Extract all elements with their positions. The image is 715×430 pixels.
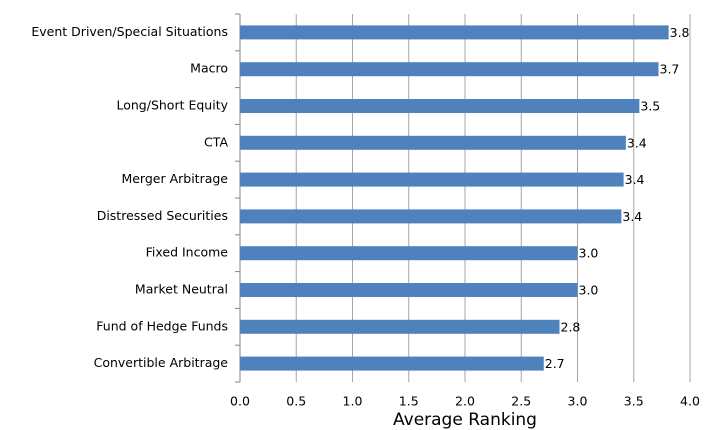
bar: [240, 25, 669, 40]
bar: [240, 283, 578, 297]
x-tick-label: 0.0: [230, 394, 250, 409]
bar: [240, 209, 622, 224]
x-tick-label: 0.5: [286, 394, 306, 409]
y-tick-label: Market Neutral: [135, 282, 228, 297]
bar: [240, 135, 626, 150]
data-label: 2.7: [545, 356, 565, 371]
y-tick-label: Fund of Hedge Funds: [96, 318, 228, 333]
data-label: 3.7: [660, 62, 680, 77]
bar: [240, 62, 659, 77]
y-tick-label: CTA: [204, 134, 228, 149]
data-label: 3.8: [670, 25, 690, 40]
y-tick-label: Fixed Income: [146, 245, 229, 260]
bar: [240, 246, 578, 261]
data-label: 3.4: [625, 172, 645, 187]
x-tick-label: 2.0: [455, 394, 475, 409]
data-label: 3.4: [622, 209, 642, 224]
y-tick-label: Convertible Arbitrage: [94, 355, 229, 370]
data-label: 2.8: [561, 319, 581, 334]
y-tick-label: Distressed Securities: [97, 208, 228, 223]
data-label: 3.0: [579, 283, 599, 298]
bar: [240, 319, 560, 334]
x-tick-label: 1.5: [399, 394, 419, 409]
data-label: 3.0: [579, 246, 599, 261]
x-tick-label: 2.5: [511, 394, 531, 409]
y-tick-label: Macro: [190, 61, 228, 76]
data-label: 3.5: [640, 99, 660, 114]
x-axis-title: Average Ranking: [393, 410, 537, 430]
bar: [240, 356, 544, 371]
x-tick-label: 3.0: [568, 394, 588, 409]
x-tick-label: 3.5: [624, 394, 644, 409]
x-tick-label: 1.0: [343, 394, 363, 409]
y-tick-label: Long/Short Equity: [116, 98, 228, 113]
bar: [240, 99, 640, 113]
x-tick-label: 4.0: [680, 394, 700, 409]
y-tick-label: Event Driven/Special Situations: [31, 24, 228, 39]
bar: [240, 172, 624, 187]
data-label: 3.4: [627, 135, 647, 150]
y-tick-label: Merger Arbitrage: [121, 171, 228, 186]
